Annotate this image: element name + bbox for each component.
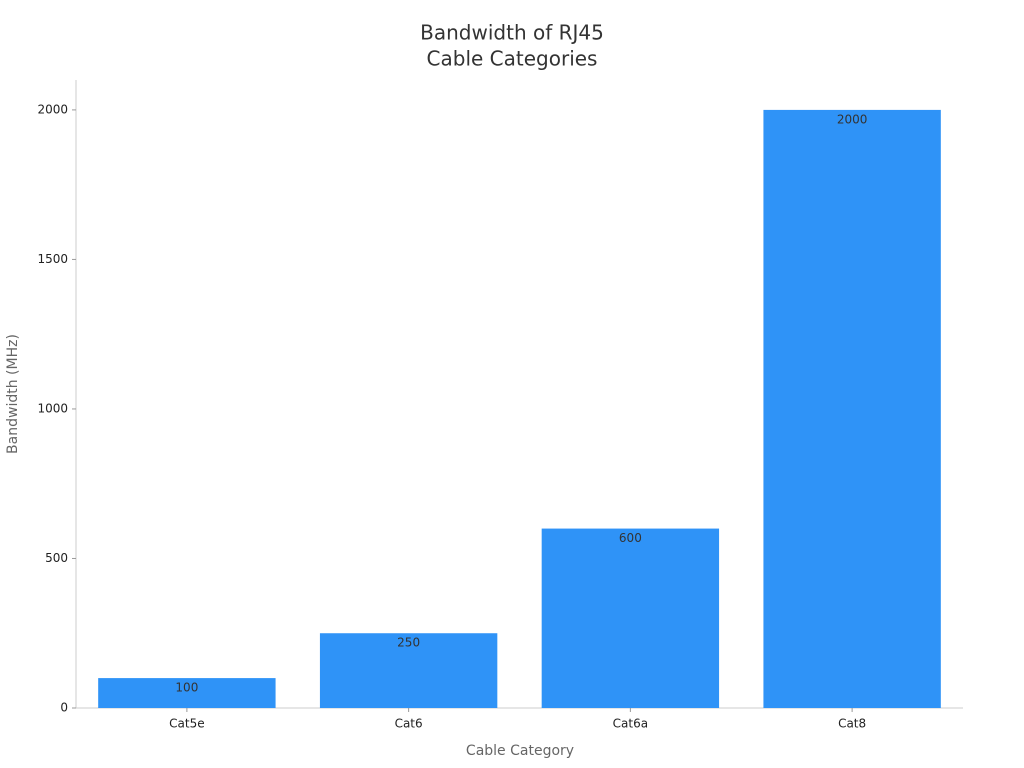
y-tick-label: 500 bbox=[45, 551, 68, 565]
x-tick-label: Cat6 bbox=[395, 717, 423, 731]
y-tick-label: 0 bbox=[60, 701, 68, 715]
chart-title: Cable Categories bbox=[427, 47, 598, 71]
x-tick-label: Cat6a bbox=[613, 717, 648, 731]
chart-title: Bandwidth of RJ45 bbox=[420, 21, 604, 45]
bar bbox=[319, 633, 498, 708]
value-label: 600 bbox=[619, 531, 642, 545]
x-tick-label: Cat8 bbox=[838, 717, 866, 731]
value-label: 100 bbox=[175, 681, 198, 695]
y-tick-label: 1500 bbox=[37, 252, 68, 266]
y-axis-label: Bandwidth (MHz) bbox=[5, 334, 21, 454]
y-tick-label: 2000 bbox=[37, 102, 68, 116]
x-tick-label: Cat5e bbox=[169, 717, 204, 731]
bar bbox=[541, 528, 720, 708]
value-label: 250 bbox=[397, 636, 420, 650]
bar bbox=[763, 109, 941, 708]
value-label: 2000 bbox=[837, 112, 868, 126]
bar bbox=[98, 678, 276, 708]
x-axis-label: Cable Category bbox=[466, 743, 574, 759]
y-tick-label: 1000 bbox=[37, 401, 68, 415]
